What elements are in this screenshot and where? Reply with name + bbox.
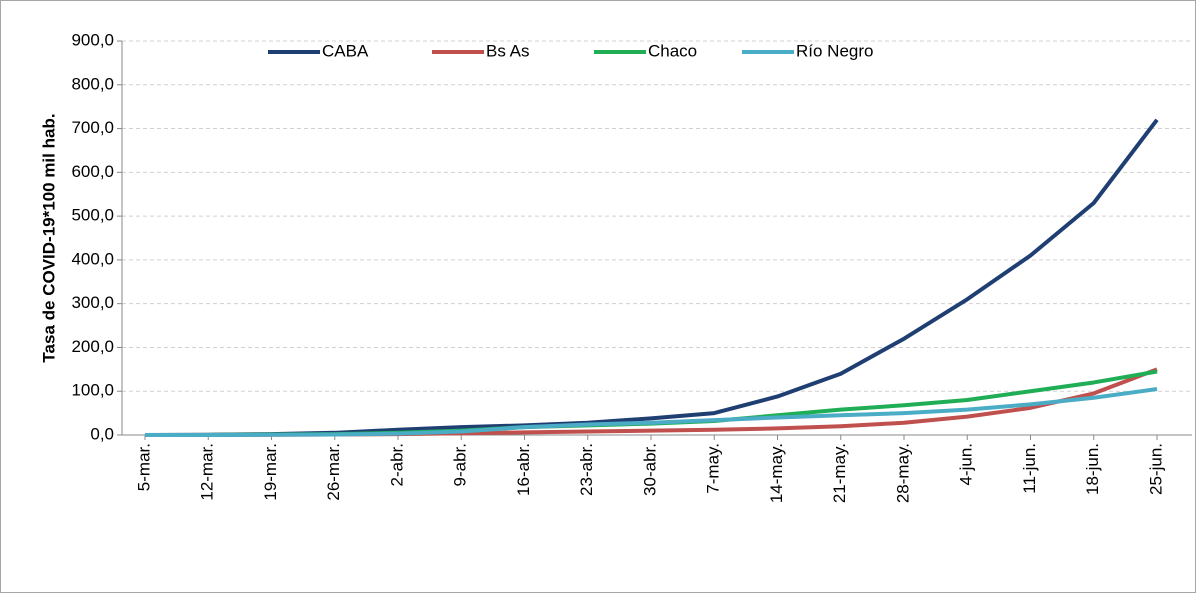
x-tick-label: 5-mar. [134, 443, 153, 491]
x-tick-label: 16-abr. [514, 443, 533, 496]
legend-label: Chaco [648, 41, 697, 60]
x-tick-label: 28-may. [893, 443, 912, 503]
x-tick-label: 4-jun. [957, 443, 976, 486]
legend-label: Río Negro [796, 41, 873, 60]
y-tick-label: 100,0 [71, 381, 114, 400]
y-tick-label: 200,0 [71, 337, 114, 356]
x-tick-label: 14-may. [767, 443, 786, 503]
x-tick-label: 9-abr. [451, 443, 470, 486]
x-tick-label: 21-may. [830, 443, 849, 503]
x-tick-label: 26-mar. [324, 443, 343, 501]
x-tick-label: 11-jun. [1020, 443, 1039, 494]
y-tick-label: 500,0 [71, 206, 114, 225]
y-tick-label: 600,0 [71, 162, 114, 181]
x-tick-label: 12-mar. [198, 443, 217, 501]
x-tick-label: 7-may. [704, 443, 723, 494]
x-tick-label: 30-abr. [640, 443, 659, 496]
y-axis-label: Tasa de COVID-19*100 mil hab. [39, 113, 58, 362]
x-tick-label: 18-jun. [1083, 443, 1102, 495]
x-tick-label: 25-jun. [1146, 443, 1165, 495]
x-tick-label: 23-abr. [577, 443, 596, 496]
x-tick-label: 19-mar. [261, 443, 280, 501]
y-tick-label: 0,0 [90, 424, 114, 443]
y-tick-label: 700,0 [71, 118, 114, 137]
x-tick-label: 2-abr. [387, 443, 406, 486]
y-tick-label: 900,0 [71, 30, 114, 49]
y-tick-label: 300,0 [71, 293, 114, 312]
legend-label: CABA [322, 41, 369, 60]
y-tick-label: 800,0 [71, 74, 114, 93]
line-series [145, 387, 1158, 437]
legend-label: Bs As [486, 41, 529, 60]
y-tick-label: 400,0 [71, 249, 114, 268]
